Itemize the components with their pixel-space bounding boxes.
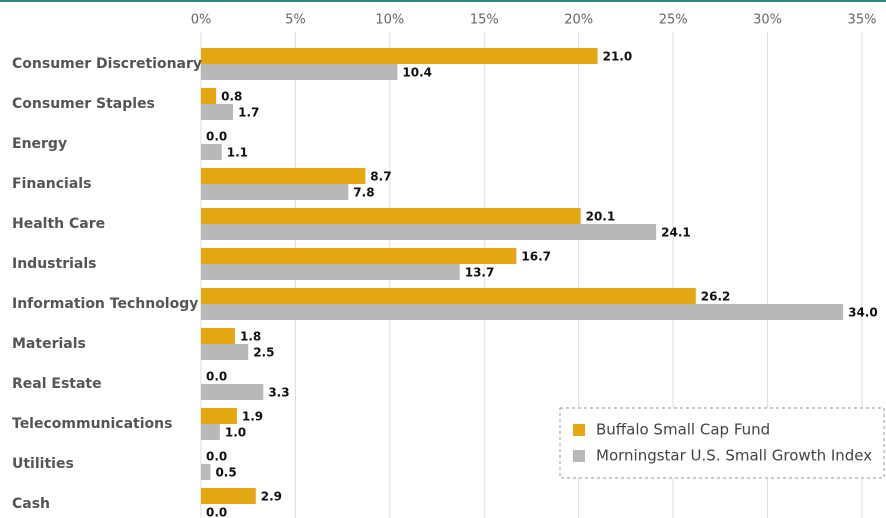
value-label: 0.5 bbox=[215, 466, 236, 480]
value-label: 0.0 bbox=[206, 370, 227, 384]
category-label: Energy bbox=[12, 136, 67, 152]
category-label: Industrials bbox=[12, 256, 96, 272]
bar bbox=[201, 48, 598, 64]
value-label: 34.0 bbox=[848, 306, 878, 320]
bar bbox=[201, 384, 264, 400]
bar bbox=[201, 88, 217, 104]
legend-label: Buffalo Small Cap Fund bbox=[596, 421, 770, 439]
value-label: 1.0 bbox=[225, 426, 246, 440]
legend-swatch bbox=[573, 424, 585, 436]
bar bbox=[201, 248, 517, 264]
value-label: 2.5 bbox=[253, 346, 274, 360]
value-label: 10.4 bbox=[402, 66, 432, 80]
bar bbox=[201, 144, 222, 160]
bar bbox=[201, 408, 237, 424]
category-label: Telecommunications bbox=[12, 416, 172, 432]
x-tick-label: 5% bbox=[285, 13, 306, 28]
legend-label: Morningstar U.S. Small Growth Index bbox=[596, 447, 872, 465]
x-tick-label: 15% bbox=[470, 13, 499, 28]
category-label: Information Technology bbox=[12, 296, 198, 312]
bar bbox=[201, 464, 211, 480]
category-label: Consumer Staples bbox=[12, 96, 155, 112]
top-rule bbox=[0, 0, 886, 2]
value-label: 0.0 bbox=[206, 506, 227, 518]
bar bbox=[201, 224, 657, 240]
value-label: 7.8 bbox=[353, 186, 374, 200]
bar bbox=[201, 304, 844, 320]
value-label: 3.3 bbox=[268, 386, 289, 400]
value-label: 1.8 bbox=[240, 330, 261, 344]
category-label: Materials bbox=[12, 336, 86, 352]
x-tick-label: 25% bbox=[659, 13, 688, 28]
bar bbox=[201, 288, 696, 304]
x-tick-label: 30% bbox=[753, 13, 782, 28]
bar bbox=[201, 168, 366, 184]
x-tick-label: 35% bbox=[848, 13, 877, 28]
category-label: Utilities bbox=[12, 456, 74, 472]
value-label: 1.1 bbox=[227, 146, 248, 160]
x-tick-label: 0% bbox=[191, 13, 212, 28]
bar bbox=[201, 104, 234, 120]
bar bbox=[201, 328, 235, 344]
value-label: 0.0 bbox=[206, 450, 227, 464]
value-label: 2.9 bbox=[261, 490, 282, 504]
value-label: 0.8 bbox=[221, 90, 242, 104]
value-label: 8.7 bbox=[370, 170, 391, 184]
value-label: 26.2 bbox=[701, 290, 731, 304]
value-label: 1.9 bbox=[242, 410, 263, 424]
value-label: 21.0 bbox=[603, 50, 633, 64]
bar bbox=[201, 184, 349, 200]
value-label: 24.1 bbox=[661, 226, 691, 240]
bar bbox=[201, 264, 460, 280]
category-label: Real Estate bbox=[12, 376, 102, 392]
value-label: 13.7 bbox=[465, 266, 495, 280]
category-label: Consumer Discretionary bbox=[12, 56, 202, 72]
value-label: 20.1 bbox=[586, 210, 616, 224]
x-tick-label: 10% bbox=[375, 13, 404, 28]
value-label: 1.7 bbox=[238, 106, 259, 120]
legend-swatch bbox=[573, 450, 585, 462]
category-label: Cash bbox=[12, 496, 50, 512]
legend-box bbox=[559, 407, 885, 479]
bar bbox=[201, 424, 220, 440]
value-label: 16.7 bbox=[521, 250, 551, 264]
category-label: Health Care bbox=[12, 216, 105, 232]
bar bbox=[201, 488, 256, 504]
category-label: Financials bbox=[12, 176, 91, 192]
value-label: 0.0 bbox=[206, 130, 227, 144]
x-tick-label: 20% bbox=[564, 13, 593, 28]
bar bbox=[201, 208, 581, 224]
bar bbox=[201, 64, 398, 80]
bar bbox=[201, 344, 249, 360]
